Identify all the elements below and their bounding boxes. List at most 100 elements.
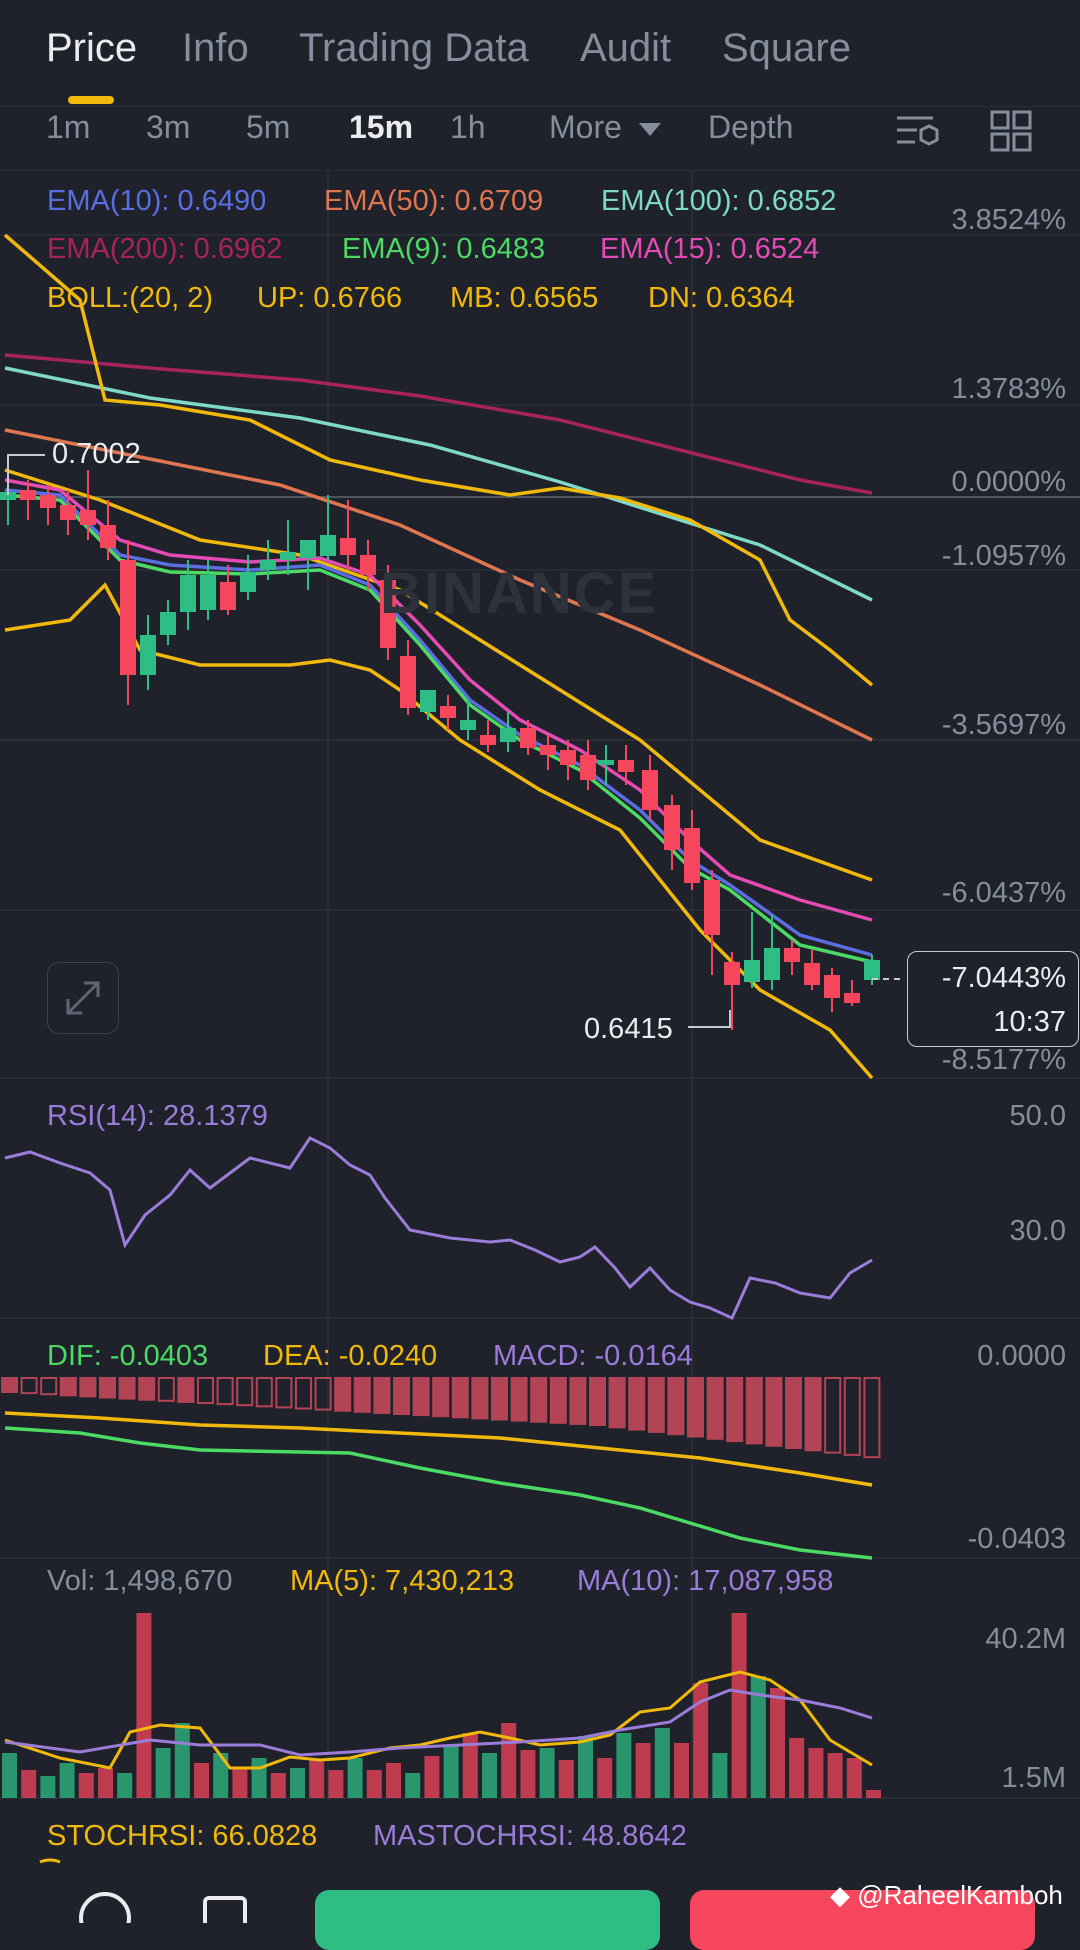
- candle-body: [260, 560, 276, 570]
- candle-body: [684, 828, 700, 883]
- price-axis-label: -8.5177%: [941, 1044, 1066, 1076]
- ema200-line: [4, 353, 873, 495]
- rsi-axis-label: 50.0: [1009, 1100, 1066, 1132]
- expand-icon: [66, 981, 100, 1015]
- dif-line: [4, 1426, 873, 1560]
- timeframe-1m[interactable]: 1m: [46, 109, 91, 145]
- macd-bar: [863, 1377, 881, 1459]
- volume-bar: [712, 1753, 728, 1798]
- candle-body: [120, 560, 136, 675]
- ema9-line: [4, 493, 873, 964]
- macd-bar: [726, 1377, 744, 1443]
- candle-body: [280, 552, 296, 560]
- low-price-label: 0.6415: [584, 1013, 673, 1045]
- candle-body: [864, 960, 880, 980]
- volume-bar: [78, 1773, 94, 1798]
- chart-settings-icon[interactable]: [893, 108, 941, 156]
- macd-bar: [451, 1377, 469, 1419]
- volume-bar: [616, 1733, 632, 1798]
- chevron-down-icon: [638, 123, 661, 137]
- volume-bar: [750, 1676, 766, 1798]
- candle-body: [598, 760, 614, 765]
- tab-square[interactable]: Square: [722, 26, 851, 70]
- volume-bar: [635, 1743, 651, 1798]
- candle-body: [784, 948, 800, 962]
- tab-price[interactable]: Price: [46, 26, 138, 70]
- candle-body: [560, 750, 576, 765]
- chat-icon[interactable]: [79, 1892, 131, 1923]
- candle-body: [100, 525, 116, 548]
- candle-body: [460, 720, 476, 730]
- macd-bar: [706, 1377, 724, 1440]
- volume-bar: [731, 1613, 747, 1798]
- volume-bar: [443, 1746, 459, 1798]
- current-change: -7.0443%: [941, 962, 1066, 994]
- top-tabs: Price Info Trading Data Audit Square: [0, 0, 1080, 107]
- depth-button[interactable]: Depth: [708, 109, 794, 145]
- tab-trading-data[interactable]: Trading Data: [299, 26, 529, 70]
- candle-body: [360, 555, 376, 575]
- rsi-line: [4, 1136, 873, 1320]
- high-marker: [7, 454, 45, 495]
- vol-ma10-line: [4, 1688, 873, 1757]
- candle-body: [804, 963, 820, 985]
- timeframe-5m[interactable]: 5m: [246, 109, 291, 145]
- stochrsi-line: [39, 1858, 61, 1864]
- volume-bar: [808, 1748, 824, 1798]
- ema50-line: [4, 428, 873, 742]
- macd-bar: [255, 1377, 273, 1408]
- timeframe-15m[interactable]: 15m: [349, 109, 414, 145]
- volume-legend: Vol: 1,498,670: [47, 1565, 233, 1597]
- tab-info[interactable]: Info: [182, 26, 249, 70]
- macd-bar: [40, 1377, 58, 1396]
- tab-audit[interactable]: Audit: [580, 26, 672, 70]
- volume-bar: [578, 1736, 593, 1798]
- fullscreen-button[interactable]: [47, 962, 119, 1034]
- macd-bar: [157, 1377, 175, 1402]
- macd-value-legend: MACD: -0.0164: [493, 1340, 693, 1372]
- volume-bar: [693, 1683, 709, 1798]
- credit-watermark: ◆ @RaheelKamboh: [830, 1880, 1063, 1911]
- buy-button[interactable]: [315, 1890, 660, 1950]
- candle-body: [380, 580, 396, 648]
- timeframe-3m[interactable]: 3m: [146, 109, 191, 145]
- legend-boll-dn: DN: 0.6364: [648, 282, 795, 314]
- timeframe-bar: 1m 3m 5m 15m 1h More Depth: [0, 104, 1080, 171]
- candle-body: [520, 728, 536, 748]
- volume-bar: [827, 1753, 843, 1798]
- volume-bar: [174, 1723, 190, 1798]
- rsi-axis-label: 30.0: [1009, 1215, 1066, 1247]
- candle-body: [580, 755, 596, 780]
- macd-axis-label: 0.0000: [977, 1340, 1066, 1372]
- macd-bar: [412, 1377, 430, 1417]
- candle-body: [500, 728, 516, 742]
- order-book-icon[interactable]: [203, 1896, 247, 1923]
- more-label: More: [549, 109, 622, 145]
- price-axis-label: -3.5697%: [941, 709, 1066, 741]
- more-dropdown[interactable]: More: [549, 109, 661, 146]
- macd-bar: [745, 1377, 763, 1445]
- macd-bar: [393, 1377, 410, 1415]
- macd-bar: [608, 1377, 626, 1429]
- macd-bar: [118, 1377, 136, 1400]
- volume-bar: [674, 1743, 689, 1798]
- price-axis-label: -6.0437%: [941, 877, 1066, 909]
- high-price-label: 0.7002: [52, 438, 141, 470]
- mastochrsi-legend: MASTOCHRSI: 48.8642: [373, 1820, 687, 1852]
- legend-ema200: EMA(200): 0.6962: [47, 233, 283, 265]
- stochrsi-legend: STOCHRSI: 66.0828: [47, 1820, 318, 1852]
- macd-bar: [373, 1377, 391, 1414]
- macd-bar: [197, 1377, 214, 1404]
- grid-layout-icon[interactable]: [990, 110, 1034, 154]
- legend-boll: BOLL:(20, 2): [47, 282, 214, 314]
- price-axis-label: 0.0000%: [951, 466, 1067, 498]
- macd-dea-legend: DEA: -0.0240: [263, 1340, 438, 1372]
- macd-bar: [59, 1377, 77, 1397]
- macd-dif-legend: DIF: -0.0403: [47, 1340, 209, 1372]
- volume-bar: [866, 1790, 881, 1798]
- timeframe-1h[interactable]: 1h: [450, 109, 486, 145]
- volume-bar: [846, 1758, 862, 1798]
- watermark: BINANCE: [380, 561, 659, 626]
- legend-boll-up: UP: 0.6766: [257, 282, 403, 314]
